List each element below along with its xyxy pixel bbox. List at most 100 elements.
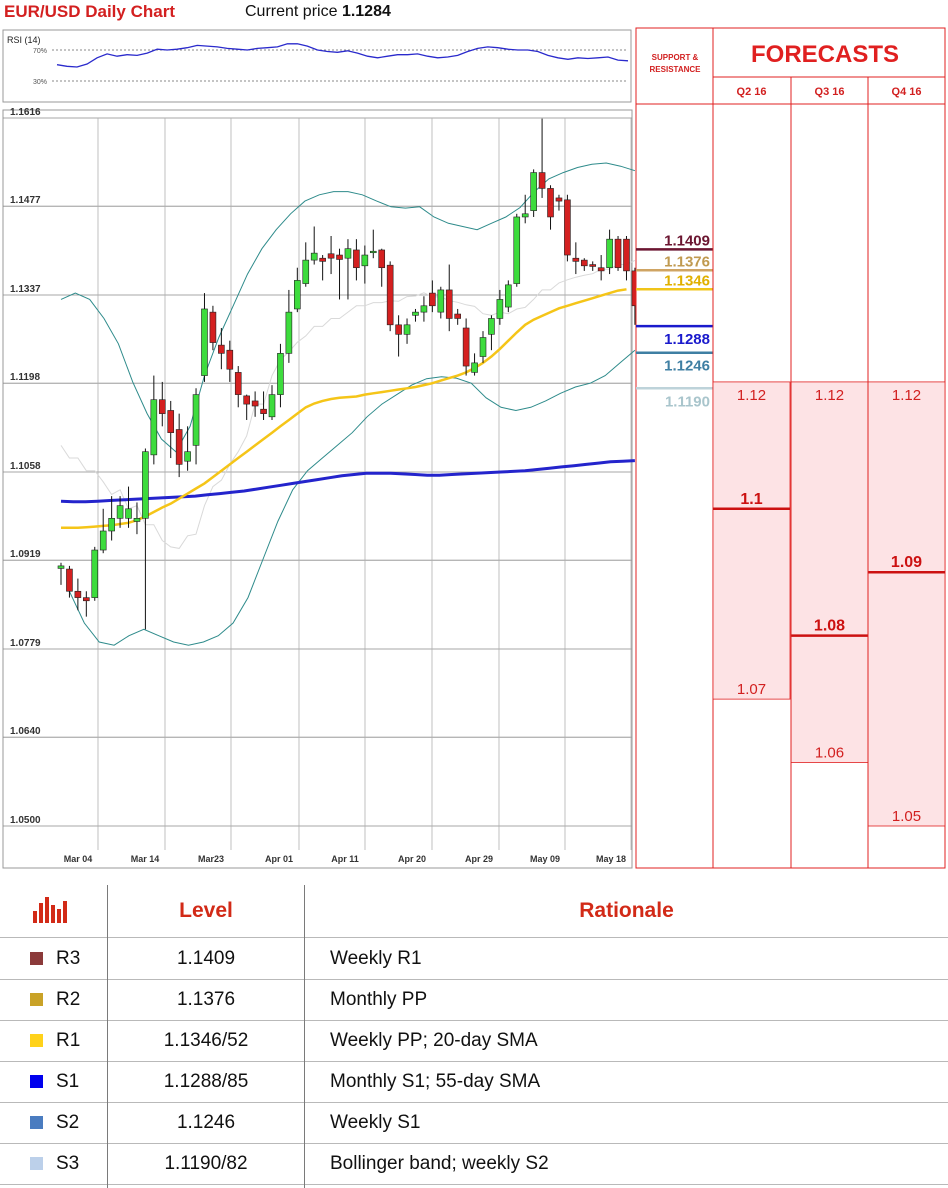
candle-bull [116,505,124,519]
x-tick-label: Mar 04 [64,854,93,864]
candle-bull [412,311,419,316]
level-key: R1 [56,1029,81,1051]
x-tick-label: Apr 20 [398,854,426,864]
candle-bear [395,324,402,335]
candle-bear [83,597,90,602]
level-swatch [30,1034,43,1047]
candle-bear [209,311,217,343]
candle-bear [167,410,175,433]
x-axis: Mar 04 Mar 14 Mar23 Apr 01 Apr 11 Apr 20 Apr 2… [64,854,626,864]
forecast-low-label: 1.06 [815,745,844,762]
level-value: 1.1246 [176,1111,236,1133]
y-tick-label: 1.1477 [10,195,41,206]
bar-chart-icon [33,897,73,923]
y-tick-label: 1.1616 [10,107,41,118]
table-row: R1 1.1346/52 Weekly PP; 20-day SMA [0,1020,948,1062]
y-tick-label: 1.1058 [10,461,41,472]
sr-level-label: 1.1190 [665,393,710,410]
candle-bear [429,292,436,307]
candle-bull [133,518,141,522]
price-value: 1.1284 [341,3,391,20]
sr-level-label: 1.1376 [664,253,710,270]
y-tick-label: 1.1198 [10,372,40,383]
candle-bear [589,264,597,267]
forecast-quarter-label: Q4 16 [892,86,922,98]
candle-bull [310,252,318,261]
grid [3,117,632,850]
x-tick-label: Apr 29 [465,854,493,864]
forecast-high-label: 1.12 [815,387,844,404]
candle-bear [623,238,630,272]
candle-bull [277,353,284,395]
candle-bear [538,172,546,189]
forecast-mid-label: 1.09 [891,554,922,571]
current-price: Current price 1.1284 [245,3,391,21]
rsi-label: RSI (14) [7,35,41,45]
sma55-line [60,459,635,504]
sr-level-label: 1.1346 [664,272,710,289]
price-panel [2,109,633,869]
candle-bull [150,399,158,456]
forecast-mid-label: 1.1 [740,491,762,508]
forecast-high-label: 1.12 [892,387,921,404]
level-swatch [30,1116,43,1129]
table-divider-1 [107,885,108,1188]
candle-bull [91,549,99,598]
level-value: 1.1409 [176,947,236,969]
level-swatch [30,1157,43,1170]
bollinger-middle-line [60,259,636,549]
candle-bull [108,518,115,532]
forecast-quarter-label: Q3 16 [815,86,845,98]
level-swatch [30,993,43,1006]
forecasts-title: FORECASTS [751,41,899,68]
level-value: 1.1288/85 [163,1070,249,1092]
forecast-range [790,381,869,763]
candle-bear [327,253,335,259]
y-tick-label: 1.1337 [10,284,41,295]
level-header: Level [179,899,233,922]
price-label: Current price [245,3,338,20]
candle-bear [454,313,461,319]
y-tick-label: 1.0919 [10,549,41,560]
candle-bear [555,197,563,202]
candle-bull [344,248,352,259]
level-key: S2 [56,1111,80,1133]
sr-level-label: 1.1409 [664,232,710,249]
candle-bull [437,289,445,313]
level-key: R3 [56,947,81,969]
forecast-low-label: 1.05 [892,808,921,825]
level-value: 1.1190/82 [164,1152,248,1174]
candle-bear [218,344,225,354]
level-swatch [30,1075,43,1088]
candle-bull [201,308,208,376]
candle-bear [175,429,183,465]
sma20-line [61,288,627,530]
x-tick-label: Mar23 [198,854,224,864]
chart-title: EUR/USD Daily Chart [4,2,175,21]
forecast-mid-label: 1.08 [814,618,845,635]
support-resistance-column [635,27,714,869]
y-tick-label: 1.0500 [10,815,41,826]
candle-bull [294,280,301,310]
candle-bear [462,327,470,367]
candle-bear [597,267,605,272]
candle-bull [184,451,191,462]
candle-bear [564,199,571,256]
candle-bull [513,216,521,284]
candle-bull [369,250,377,254]
rsi-line [56,43,629,68]
candle-bear [234,372,242,395]
x-tick-label: Apr 11 [331,854,359,864]
candle-bear [378,249,386,269]
candle-bear [243,395,250,405]
candle-bear [614,238,622,269]
level-rationale: Weekly S1 [330,1111,421,1133]
forecast-quarter-label: Q2 16 [737,86,767,98]
y-axis: 1.1616 1.1477 1.1337 1.1198 1.1058 1.0919 1.07… [10,107,41,826]
rsi-30-label: 30% [33,79,47,86]
rationale-header: Rationale [579,899,674,922]
sr-level-label: 1.1246 [664,358,710,375]
candle-bull [302,259,310,284]
level-rationale: Weekly R1 [330,947,422,969]
candle-bear [251,400,259,407]
